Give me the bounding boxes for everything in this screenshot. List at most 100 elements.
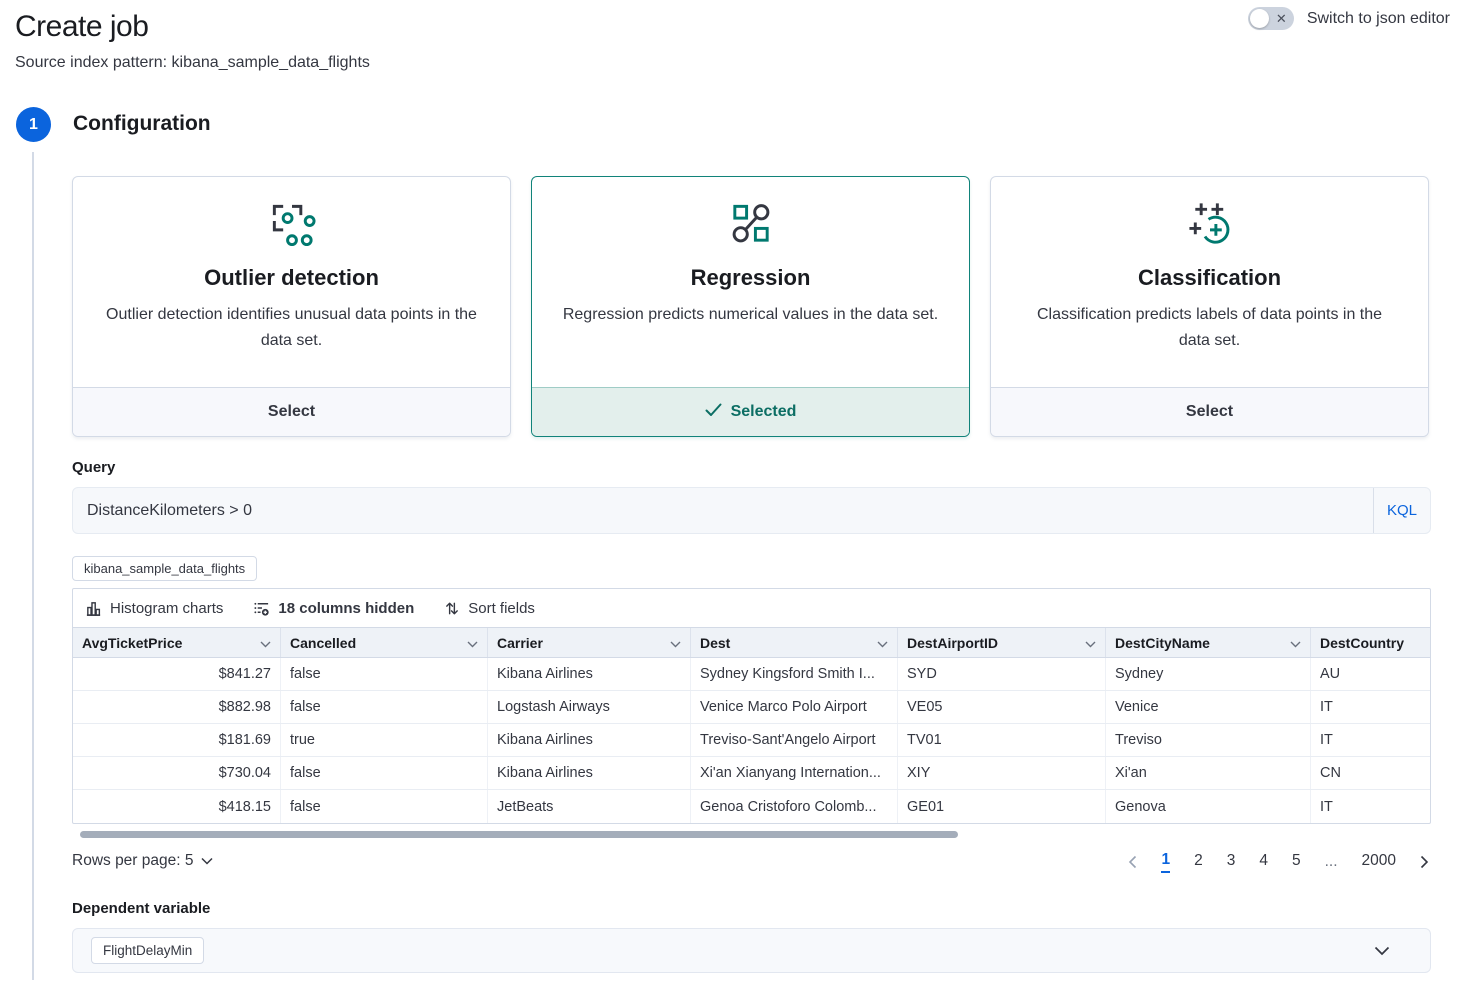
step-title: Configuration	[73, 112, 211, 135]
cell-avgticketprice: $730.04	[73, 757, 281, 789]
column-header-destairportid[interactable]: DestAirportID	[898, 628, 1106, 657]
columns-hidden-button[interactable]: 18 columns hidden	[253, 600, 414, 617]
query-label: Query	[72, 459, 116, 476]
cell-dest: Genoa Cristoforo Colomb...	[691, 790, 898, 823]
index-pattern-badge: kibana_sample_data_flights	[72, 556, 258, 581]
kql-language-button[interactable]: KQL	[1373, 488, 1430, 533]
column-header-destcountry[interactable]: DestCountry	[1311, 628, 1430, 657]
page-title: Create job	[15, 10, 149, 43]
classification-icon	[1185, 199, 1235, 249]
cell-destcityname: Xi'an	[1106, 757, 1311, 789]
selected-regression-label: Selected	[730, 403, 797, 420]
source-data-grid: Histogram charts 18 columns hidden Sor	[72, 588, 1431, 824]
page-button-2[interactable]: 2	[1194, 852, 1203, 869]
cell-avgticketprice: $418.15	[73, 790, 281, 823]
cell-dest: Sydney Kingsford Smith I...	[691, 658, 898, 690]
card-title-classification: Classification	[1137, 265, 1282, 290]
histogram-icon	[85, 600, 102, 617]
next-page-button[interactable]	[1420, 855, 1429, 869]
dependent-variable-label: Dependent variable	[72, 900, 211, 917]
chevron-down-icon[interactable]	[1374, 946, 1390, 956]
query-input[interactable]: DistanceKilometers > 0 KQL	[72, 487, 1431, 534]
column-label: DestAirportID	[907, 634, 999, 651]
step-number-badge: 1	[16, 107, 51, 142]
cell-destcountry: CN	[1320, 765, 1341, 781]
cell-dest: Treviso-Sant'Angelo Airport	[691, 724, 898, 756]
card-classification: Classification Classification predicts l…	[990, 176, 1429, 437]
page-button-5[interactable]: 5	[1291, 852, 1301, 869]
select-classification-label: Select	[1185, 403, 1234, 420]
columns-list-icon	[253, 600, 270, 617]
column-label: Dest	[700, 634, 731, 651]
cell-destcityname: Venice	[1106, 691, 1311, 723]
rows-per-page-label: Rows per page: 5	[72, 852, 194, 869]
cell-destcountry: IT	[1320, 699, 1333, 715]
column-header-cancelled[interactable]: Cancelled	[281, 628, 488, 657]
card-description-classification: Classification predicts labels of data p…	[1036, 306, 1383, 349]
selected-regression-button[interactable]: Selected	[532, 387, 969, 436]
dependent-variable-value-pill[interactable]: FlightDelayMin	[91, 937, 205, 964]
cell-destairportid: GE01	[898, 790, 1106, 823]
select-outlier-button[interactable]: Select	[73, 387, 510, 436]
cell-carrier: Logstash Airways	[488, 691, 691, 723]
column-label: DestCityName	[1115, 634, 1210, 651]
column-header-destcityname[interactable]: DestCityName	[1106, 628, 1311, 657]
json-editor-toggle-label: Switch to json editor	[1306, 9, 1450, 27]
cell-carrier: JetBeats	[488, 790, 691, 823]
table-row: $181.69 true Kibana Airlines Treviso-San…	[73, 724, 1430, 757]
sort-fields-label: Sort fields	[468, 599, 535, 617]
chevron-down-icon[interactable]	[1290, 635, 1301, 651]
card-outlier-detection: Outlier detection Outlier detection iden…	[72, 176, 511, 437]
histogram-charts-label: Histogram charts	[110, 599, 224, 617]
rows-per-page-button[interactable]: Rows per page: 5	[72, 852, 213, 870]
sort-icon	[444, 600, 460, 617]
grid-header-row: AvgTicketPrice Cancelled Carrier Dest De…	[73, 628, 1430, 658]
card-title-regression: Regression	[690, 265, 811, 290]
job-type-cards: Outlier detection Outlier detection iden…	[72, 176, 1429, 437]
query-value[interactable]: DistanceKilometers > 0	[87, 501, 252, 519]
histogram-charts-button[interactable]: Histogram charts	[85, 600, 223, 617]
chevron-down-icon[interactable]	[467, 635, 478, 651]
card-title-outlier: Outlier detection	[204, 265, 379, 290]
cell-carrier: Kibana Airlines	[488, 658, 691, 690]
pagination: 1 2 3 4 5 ... 2000	[1128, 851, 1429, 873]
column-header-carrier[interactable]: Carrier	[488, 628, 691, 657]
column-label: DestCountry	[1320, 634, 1405, 651]
previous-page-button[interactable]	[1128, 855, 1137, 869]
cell-destairportid: VE05	[898, 691, 1106, 723]
cell-destcityname: Treviso	[1106, 724, 1311, 756]
check-icon	[705, 403, 722, 422]
chevron-down-icon[interactable]	[1085, 635, 1096, 651]
cell-destairportid: TV01	[898, 724, 1106, 756]
json-editor-toggle[interactable]: ✕	[1247, 7, 1294, 30]
table-row: $841.27 false Kibana Airlines Sydney Kin…	[73, 658, 1430, 691]
dependent-variable-combobox[interactable]: FlightDelayMin	[72, 928, 1431, 973]
cell-avgticketprice: $882.98	[73, 691, 281, 723]
column-header-avgticketprice[interactable]: AvgTicketPrice	[73, 628, 281, 657]
cell-cancelled: false	[281, 790, 488, 823]
select-classification-button[interactable]: Select	[991, 387, 1428, 436]
table-row: $882.98 false Logstash Airways Venice Ma…	[73, 691, 1430, 724]
column-label: Carrier	[497, 634, 543, 651]
sort-fields-button[interactable]: Sort fields	[444, 600, 535, 617]
cell-destcityname: Genova	[1106, 790, 1311, 823]
chevron-down-icon[interactable]	[260, 635, 271, 651]
chevron-down-icon[interactable]	[670, 635, 681, 651]
page-button-4[interactable]: 4	[1259, 852, 1268, 869]
cell-avgticketprice: $841.27	[73, 658, 281, 690]
cell-cancelled: false	[281, 658, 488, 690]
table-row: $730.04 false Kibana Airlines Xi'an Xian…	[73, 757, 1430, 790]
chevron-down-icon[interactable]	[877, 635, 888, 651]
page-button-2000[interactable]: 2000	[1361, 852, 1396, 869]
page-button-3[interactable]: 3	[1226, 852, 1236, 869]
column-header-dest[interactable]: Dest	[691, 628, 898, 657]
select-outlier-label: Select	[267, 403, 316, 420]
card-description-regression: Regression predicts numerical values in …	[562, 306, 939, 323]
toggle-off-cross-icon: ✕	[1275, 11, 1287, 26]
cell-cancelled: false	[281, 691, 488, 723]
page-button-1[interactable]: 1	[1161, 851, 1171, 873]
table-row: $418.15 false JetBeats Genoa Cristoforo …	[73, 790, 1430, 823]
card-regression: Regression Regression predicts numerical…	[531, 176, 970, 437]
horizontal-scrollbar[interactable]	[80, 831, 958, 838]
grid-toolbar: Histogram charts 18 columns hidden Sor	[73, 589, 1430, 628]
